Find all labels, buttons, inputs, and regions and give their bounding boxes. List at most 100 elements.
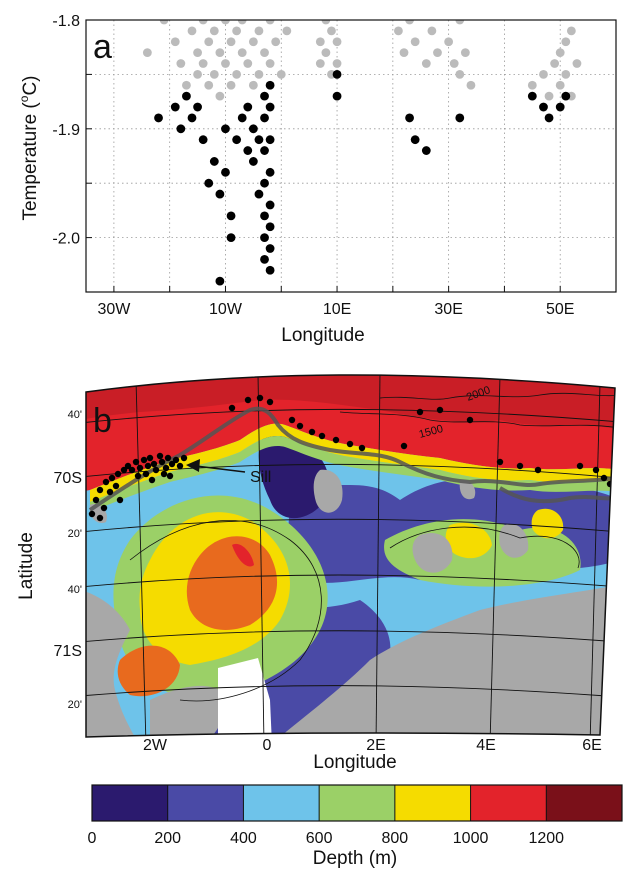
data-point-grey: [527, 80, 537, 90]
data-point-black: [243, 102, 253, 112]
data-point-black: [332, 91, 342, 101]
data-point-black: [187, 113, 197, 123]
data-point-black: [260, 146, 269, 155]
data-point-black: [260, 91, 269, 101]
data-point-grey: [332, 37, 342, 47]
data-point-grey: [198, 59, 208, 68]
data-point-black: [154, 113, 163, 123]
y-tick-label: -1.9: [52, 122, 80, 139]
station-dot: [92, 496, 100, 504]
data-point-grey: [550, 59, 560, 68]
station-dot: [148, 476, 156, 484]
data-point-grey: [237, 48, 247, 58]
station-dot: [244, 396, 252, 404]
data-point-grey: [204, 37, 214, 47]
map-x-tick-label: 2E: [366, 737, 386, 754]
sill-arrow-line: [195, 465, 246, 473]
panel-b-xlabel: Longitude: [313, 752, 396, 773]
bathymetry-map: [86, 374, 615, 737]
station-dot: [606, 480, 614, 488]
colorbar-cell: [92, 785, 169, 821]
data-point-black: [254, 135, 264, 145]
station-dot: [400, 442, 408, 450]
colorbar-tick-label: 200: [154, 830, 181, 847]
colorbar-tick-label: 1200: [528, 830, 564, 847]
colorbar: 0 200 400 600 800 1000 1200 Depth (m): [88, 784, 623, 869]
data-point-grey: [460, 48, 470, 58]
data-point-grey: [555, 48, 565, 58]
data-point-grey: [271, 37, 281, 47]
map-y-tick-label: 20': [68, 528, 82, 540]
station-dot: [134, 472, 142, 480]
data-point-grey: [221, 59, 230, 68]
map-y-tick-label: 40': [68, 409, 82, 421]
data-point-grey: [405, 20, 414, 25]
data-point-grey: [232, 70, 242, 79]
coast-west: [86, 590, 140, 737]
station-dot: [416, 408, 424, 416]
station-dot: [308, 428, 316, 436]
station-dot: [100, 504, 108, 512]
data-point-grey: [226, 37, 236, 47]
data-point-grey: [433, 48, 442, 58]
station-dot: [88, 510, 96, 518]
data-point-grey: [182, 80, 191, 90]
data-point-grey: [572, 59, 582, 68]
station-dot: [162, 464, 170, 472]
depth-band-deep-pocket: [232, 543, 254, 567]
data-point-grey: [215, 91, 225, 101]
data-point-black: [193, 102, 202, 112]
data-point-grey: [232, 26, 242, 36]
data-point-grey: [327, 26, 336, 36]
data-point-grey: [466, 80, 476, 90]
data-point-black: [260, 254, 269, 264]
data-point-grey: [449, 59, 459, 68]
island-4: [459, 479, 476, 500]
data-point-grey: [209, 70, 219, 79]
colorbar-cell: [319, 785, 396, 821]
station-dot: [132, 458, 140, 466]
colorbar-cell: [167, 785, 244, 821]
station-dot: [116, 496, 124, 504]
data-point-grey: [198, 20, 208, 25]
data-point-grey: [444, 37, 454, 47]
station-dot: [166, 472, 174, 480]
data-point-black: [182, 91, 191, 101]
x-tick-label: 10E: [323, 301, 351, 318]
map-y-tick-label: 40': [68, 584, 82, 596]
x-tick-label: 30E: [434, 301, 462, 318]
colorbar-tick-label: 0: [88, 830, 97, 847]
depth-band-800-1000-east2: [531, 508, 564, 539]
panel-a-frame: [85, 19, 617, 293]
data-point-grey: [221, 20, 230, 25]
panel-a-label: a: [93, 28, 112, 66]
data-point-grey: [332, 59, 342, 68]
data-point-black: [405, 113, 414, 123]
data-point-black: [265, 244, 275, 253]
data-point-black: [555, 102, 565, 112]
map-x-tick-label: 0: [263, 737, 272, 754]
data-point-grey: [226, 80, 236, 90]
data-point-grey: [248, 37, 258, 47]
data-point-black: [209, 157, 219, 166]
map-y-tick-label: 70S: [54, 470, 82, 487]
colorbar-cell: [546, 785, 623, 821]
depth-band-1000-1200-sw: [117, 645, 180, 697]
data-point-black: [170, 102, 180, 112]
data-point-grey: [455, 70, 465, 79]
data-point-black: [232, 135, 242, 145]
station-dot: [164, 454, 172, 462]
data-point-black: [237, 113, 247, 123]
data-point-grey: [193, 70, 202, 79]
colorbar-tick-label: 1000: [453, 830, 489, 847]
ship-track-branch: [498, 486, 615, 504]
data-point-grey: [170, 37, 180, 47]
data-point-black: [215, 276, 225, 286]
data-point-black: [265, 167, 275, 177]
data-point-grey: [193, 48, 202, 58]
station-dot: [228, 404, 236, 412]
station-dot: [146, 454, 154, 462]
data-point-black: [260, 233, 269, 243]
data-point-grey: [209, 26, 219, 36]
data-point-black: [260, 211, 269, 221]
